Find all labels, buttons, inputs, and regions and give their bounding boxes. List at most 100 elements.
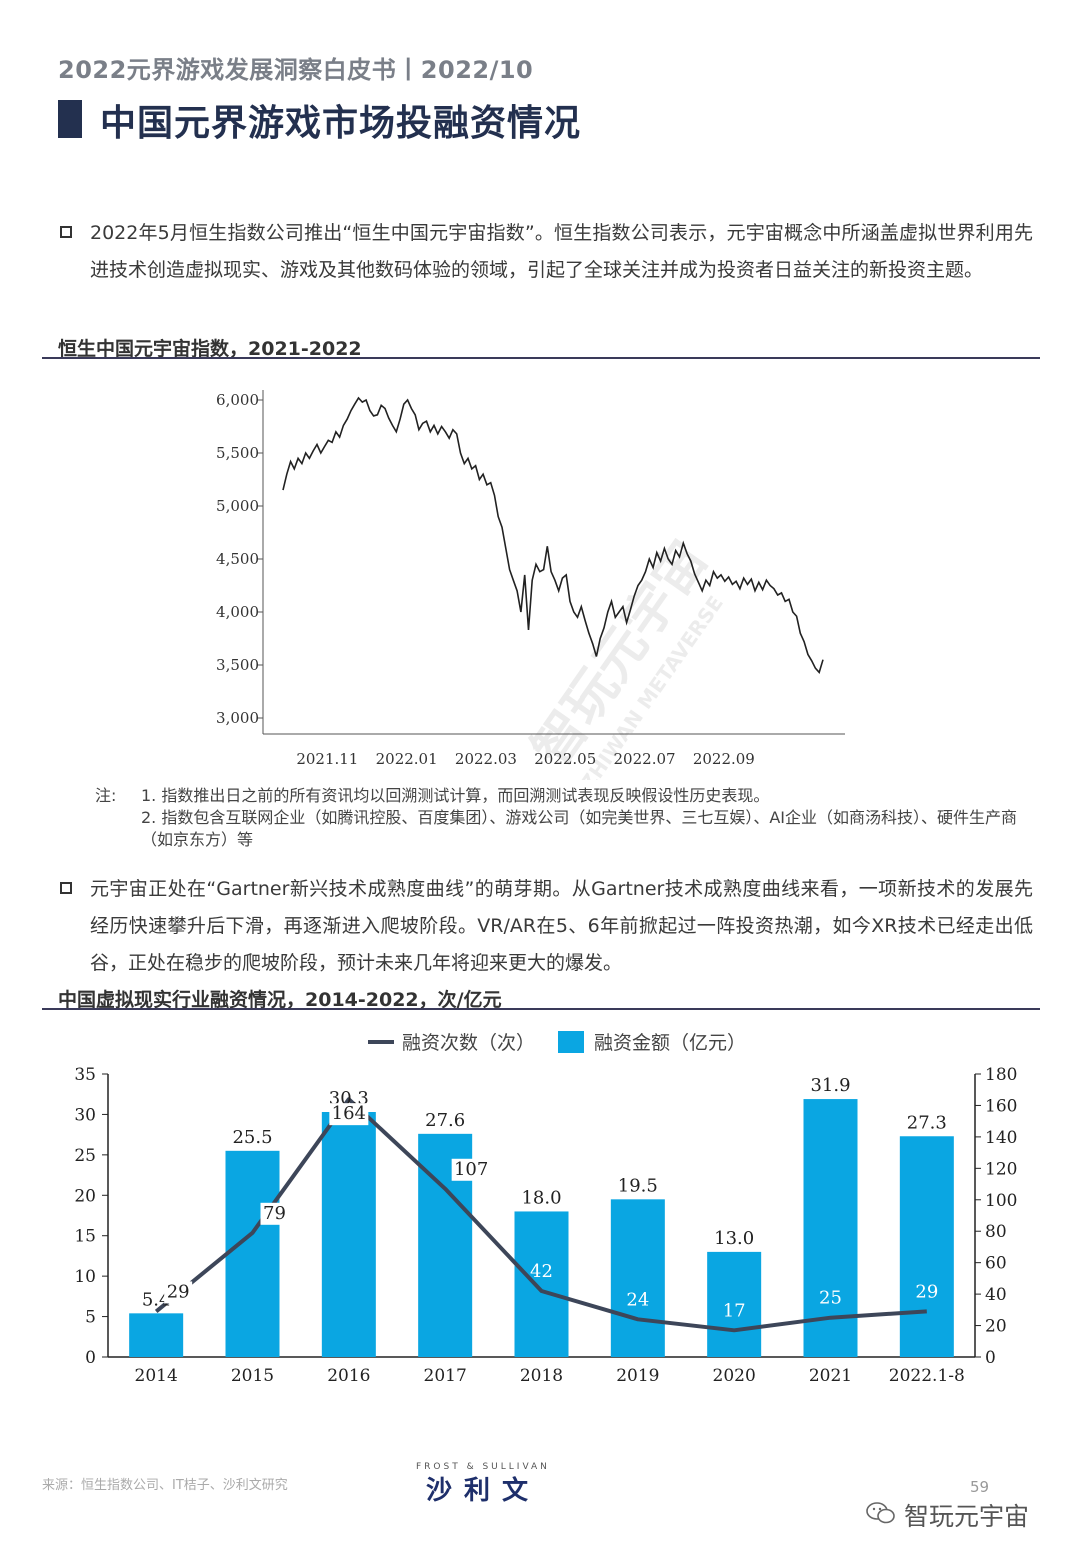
bar-value-label: 27.3: [907, 1112, 947, 1133]
right-tick-label: 20: [985, 1317, 1007, 1337]
y-tick-label: 3,500: [216, 656, 259, 674]
left-tick-label: 15: [74, 1227, 96, 1247]
index-series-line: [282, 396, 824, 674]
line-label-bg: [451, 1158, 491, 1181]
y-tick-label: 3,000: [216, 709, 259, 727]
wechat-account-name: 智玩元宇宙: [904, 1502, 1030, 1531]
y-tick-label: 6,000: [216, 391, 259, 409]
left-tick-label: 30: [74, 1105, 96, 1125]
line-label-bg: [260, 1202, 289, 1225]
section-title-vr-financing: 中国虚拟现实行业融资情况，2014-2022，次/亿元: [58, 989, 502, 1011]
bar-value-label: 5.4: [142, 1289, 171, 1310]
wechat-icon: [866, 1502, 895, 1524]
vr-financing-chart: 融资次数（次） 融资金额（亿元） 35302520151050180160140…: [74, 1031, 1017, 1386]
note-line: 1. 指数推出日之前的所有资讯均以回溯测试计算，而回溯测试表现反映假设性历史表现…: [141, 786, 770, 805]
bar: [514, 1211, 569, 1357]
right-tick-label: 100: [985, 1191, 1017, 1211]
x-tick-label: 2020: [713, 1366, 756, 1386]
x-tick-label: 2017: [424, 1366, 467, 1386]
bar: [129, 1313, 184, 1357]
right-tick-label: 80: [985, 1222, 1007, 1242]
y-tick-label: 4,500: [216, 550, 259, 568]
right-tick-label: 40: [985, 1285, 1007, 1305]
title-accent-bar: [58, 100, 82, 138]
line-value-label: 79: [263, 1203, 286, 1224]
x-tick-label: 2022.01: [376, 750, 438, 768]
checkbox-bullet-icon: [60, 882, 72, 894]
line-value-label: 24: [626, 1289, 649, 1310]
section-divider: [42, 1008, 1040, 1010]
line-value-label: 25: [819, 1288, 842, 1309]
x-tick-label: 2014: [135, 1366, 178, 1386]
x-tick-label: 2022.05: [534, 750, 596, 768]
y-tick-label: 5,500: [216, 444, 259, 462]
line-value-label: 17: [723, 1300, 746, 1321]
x-tick-label: 2021.11: [296, 750, 358, 768]
x-tick-label: 2018: [520, 1366, 563, 1386]
checkbox-bullet-icon: [60, 226, 72, 238]
legend-line-label: 融资次数（次）: [402, 1032, 535, 1054]
line-value-label: 164: [332, 1103, 366, 1124]
bar: [707, 1251, 762, 1357]
legend-bar-swatch: [558, 1031, 584, 1053]
deal-count-line: [154, 1097, 927, 1333]
left-tick-label: 35: [74, 1065, 96, 1085]
left-tick-label: 0: [85, 1348, 96, 1368]
x-tick-label: 2021: [809, 1366, 852, 1386]
right-tick-label: 160: [985, 1096, 1017, 1116]
watermark: 智玩元宇宙 ZHIWAN METAVERSE: [521, 530, 727, 780]
line-value-label: 107: [454, 1159, 488, 1180]
x-tick-label: 2016: [327, 1366, 370, 1386]
bar-value-label: 25.5: [232, 1127, 272, 1148]
x-tick-label: 2022.03: [455, 750, 517, 768]
logo-english: FROST & SULLIVAN: [416, 1462, 550, 1472]
bar-value-label: 31.9: [810, 1075, 850, 1096]
right-tick-label: 120: [985, 1159, 1017, 1179]
line-label-bg: [329, 1103, 369, 1126]
intro-paragraph: 2022年5月恒生指数公司推出“恒生中国元宇宙指数”。恒生指数公司表示，元宇宙概…: [58, 215, 1033, 289]
bar: [225, 1150, 280, 1357]
left-tick-label: 10: [74, 1267, 96, 1287]
bar: [899, 1136, 954, 1357]
right-tick-label: 140: [985, 1128, 1017, 1148]
x-tick-label: 2022.1-8: [889, 1366, 965, 1386]
legend-bar-label: 融资金额（亿元）: [594, 1032, 746, 1054]
line-value-label: 29: [167, 1281, 190, 1302]
line-label-bg: [164, 1281, 193, 1304]
right-tick-label: 180: [985, 1065, 1017, 1085]
bar-value-label: 27.6: [425, 1110, 465, 1131]
x-tick-label: 2015: [231, 1366, 274, 1386]
paragraph-text: 2022年5月恒生指数公司推出“恒生中国元宇宙指数”。恒生指数公司表示，元宇宙概…: [90, 222, 1033, 281]
left-tick-label: 20: [74, 1186, 96, 1206]
chart-notes: 注: 1. 指数推出日之前的所有资讯均以回溯测试计算，而回溯测试表现反映假设性历…: [95, 785, 1035, 851]
left-tick-label: 25: [74, 1146, 96, 1166]
x-tick-label: 2022.07: [614, 750, 676, 768]
index-line-chart: 智玩元宇宙 ZHIWAN METAVERSE 6,000 5,500 5,000 4,…: [216, 390, 845, 780]
paragraph-text: 元宇宙正处在“Gartner新兴技术成熟度曲线”的萌芽期。从Gartner技术成…: [90, 878, 1033, 974]
y-tick-label: 4,000: [216, 603, 259, 621]
notes-label: 注:: [95, 786, 117, 805]
left-tick-label: 5: [85, 1308, 96, 1328]
page-number: 59: [970, 1478, 990, 1496]
note-line: 2. 指数包含互联网企业（如腾讯控股、百度集团）、游戏公司（如完美世界、三七互娱…: [141, 808, 1018, 849]
x-tick-label: 2022.09: [693, 750, 755, 768]
page-title: 中国元界游戏市场投融资情况: [100, 103, 582, 144]
right-tick-label: 60: [985, 1254, 1007, 1274]
document-header: 2022元界游戏发展洞察白皮书丨2022/10: [58, 56, 534, 84]
line-value-label: 42: [530, 1261, 553, 1282]
bar: [803, 1099, 858, 1357]
source-note: 来源：恒生指数公司、IT桔子、沙利文研究: [42, 1478, 288, 1493]
line-value-label: 29: [915, 1281, 938, 1302]
section-title-index: 恒生中国元宇宙指数，2021-2022: [58, 338, 362, 360]
x-tick-label: 2019: [616, 1366, 659, 1386]
bar-value-label: 13.0: [714, 1228, 754, 1249]
frost-sullivan-logo: 沙利文: [426, 1476, 541, 1506]
bar-value-label: 18.0: [521, 1187, 561, 1208]
section-divider: [42, 357, 1040, 359]
gartner-paragraph: 元宇宙正处在“Gartner新兴技术成熟度曲线”的萌芽期。从Gartner技术成…: [58, 871, 1033, 982]
right-tick-label: 0: [985, 1348, 996, 1368]
chart-legend: 融资次数（次） 融资金额（亿元）: [368, 1031, 746, 1054]
y-tick-label: 5,000: [216, 497, 259, 515]
bar-value-label: 19.5: [618, 1175, 658, 1196]
bar: [321, 1112, 376, 1357]
